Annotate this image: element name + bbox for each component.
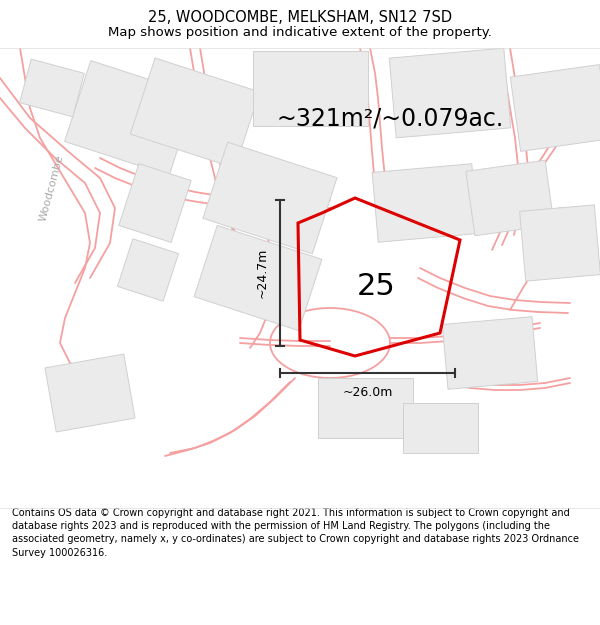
Text: Woodcombe: Woodcombe xyxy=(38,154,66,222)
Text: ~24.7m: ~24.7m xyxy=(256,248,269,298)
Polygon shape xyxy=(20,59,85,117)
Polygon shape xyxy=(45,354,135,432)
Text: 25, WOODCOMBE, MELKSHAM, SN12 7SD: 25, WOODCOMBE, MELKSHAM, SN12 7SD xyxy=(148,9,452,24)
Polygon shape xyxy=(253,51,367,126)
Text: ~321m²/~0.079ac.: ~321m²/~0.079ac. xyxy=(277,106,503,130)
Text: Map shows position and indicative extent of the property.: Map shows position and indicative extent… xyxy=(108,26,492,39)
Polygon shape xyxy=(65,61,196,176)
Polygon shape xyxy=(466,160,554,236)
Polygon shape xyxy=(510,64,600,151)
Polygon shape xyxy=(130,58,260,168)
Polygon shape xyxy=(520,205,600,281)
Polygon shape xyxy=(442,317,538,389)
Text: 25: 25 xyxy=(357,272,396,301)
Polygon shape xyxy=(317,378,413,438)
Polygon shape xyxy=(403,403,478,453)
Polygon shape xyxy=(389,48,511,138)
Text: ~26.0m: ~26.0m xyxy=(343,386,392,399)
Polygon shape xyxy=(203,142,337,254)
Text: Contains OS data © Crown copyright and database right 2021. This information is : Contains OS data © Crown copyright and d… xyxy=(12,508,579,558)
Polygon shape xyxy=(118,239,179,301)
Polygon shape xyxy=(119,164,191,242)
Polygon shape xyxy=(194,226,322,331)
Polygon shape xyxy=(372,164,478,242)
